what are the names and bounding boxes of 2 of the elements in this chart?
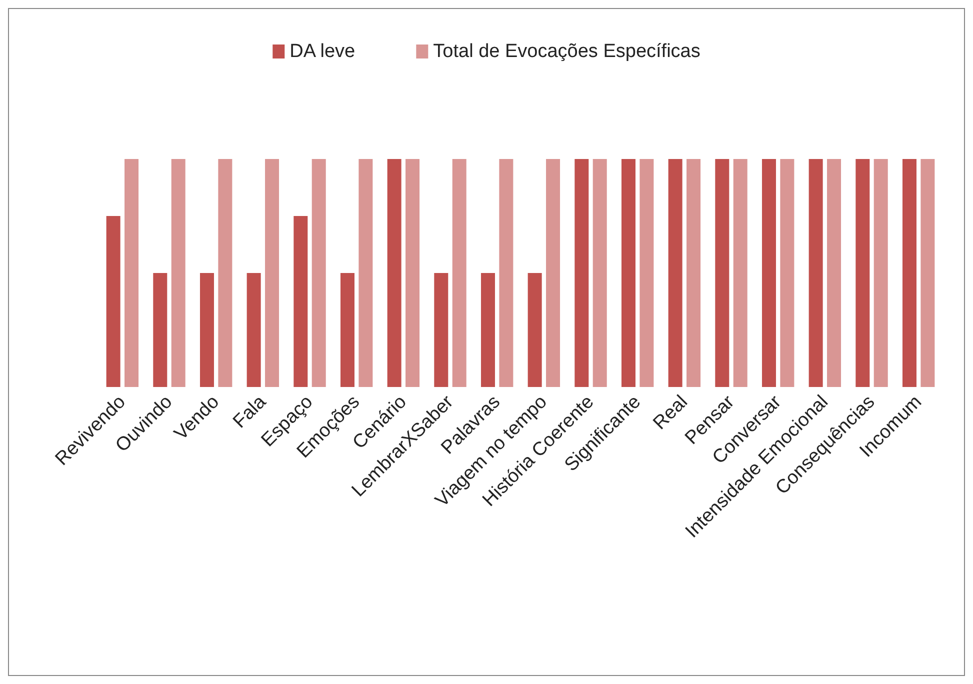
legend-label: Total de Evocações Específicas <box>433 41 700 62</box>
legend-label: DA leve <box>290 41 356 62</box>
